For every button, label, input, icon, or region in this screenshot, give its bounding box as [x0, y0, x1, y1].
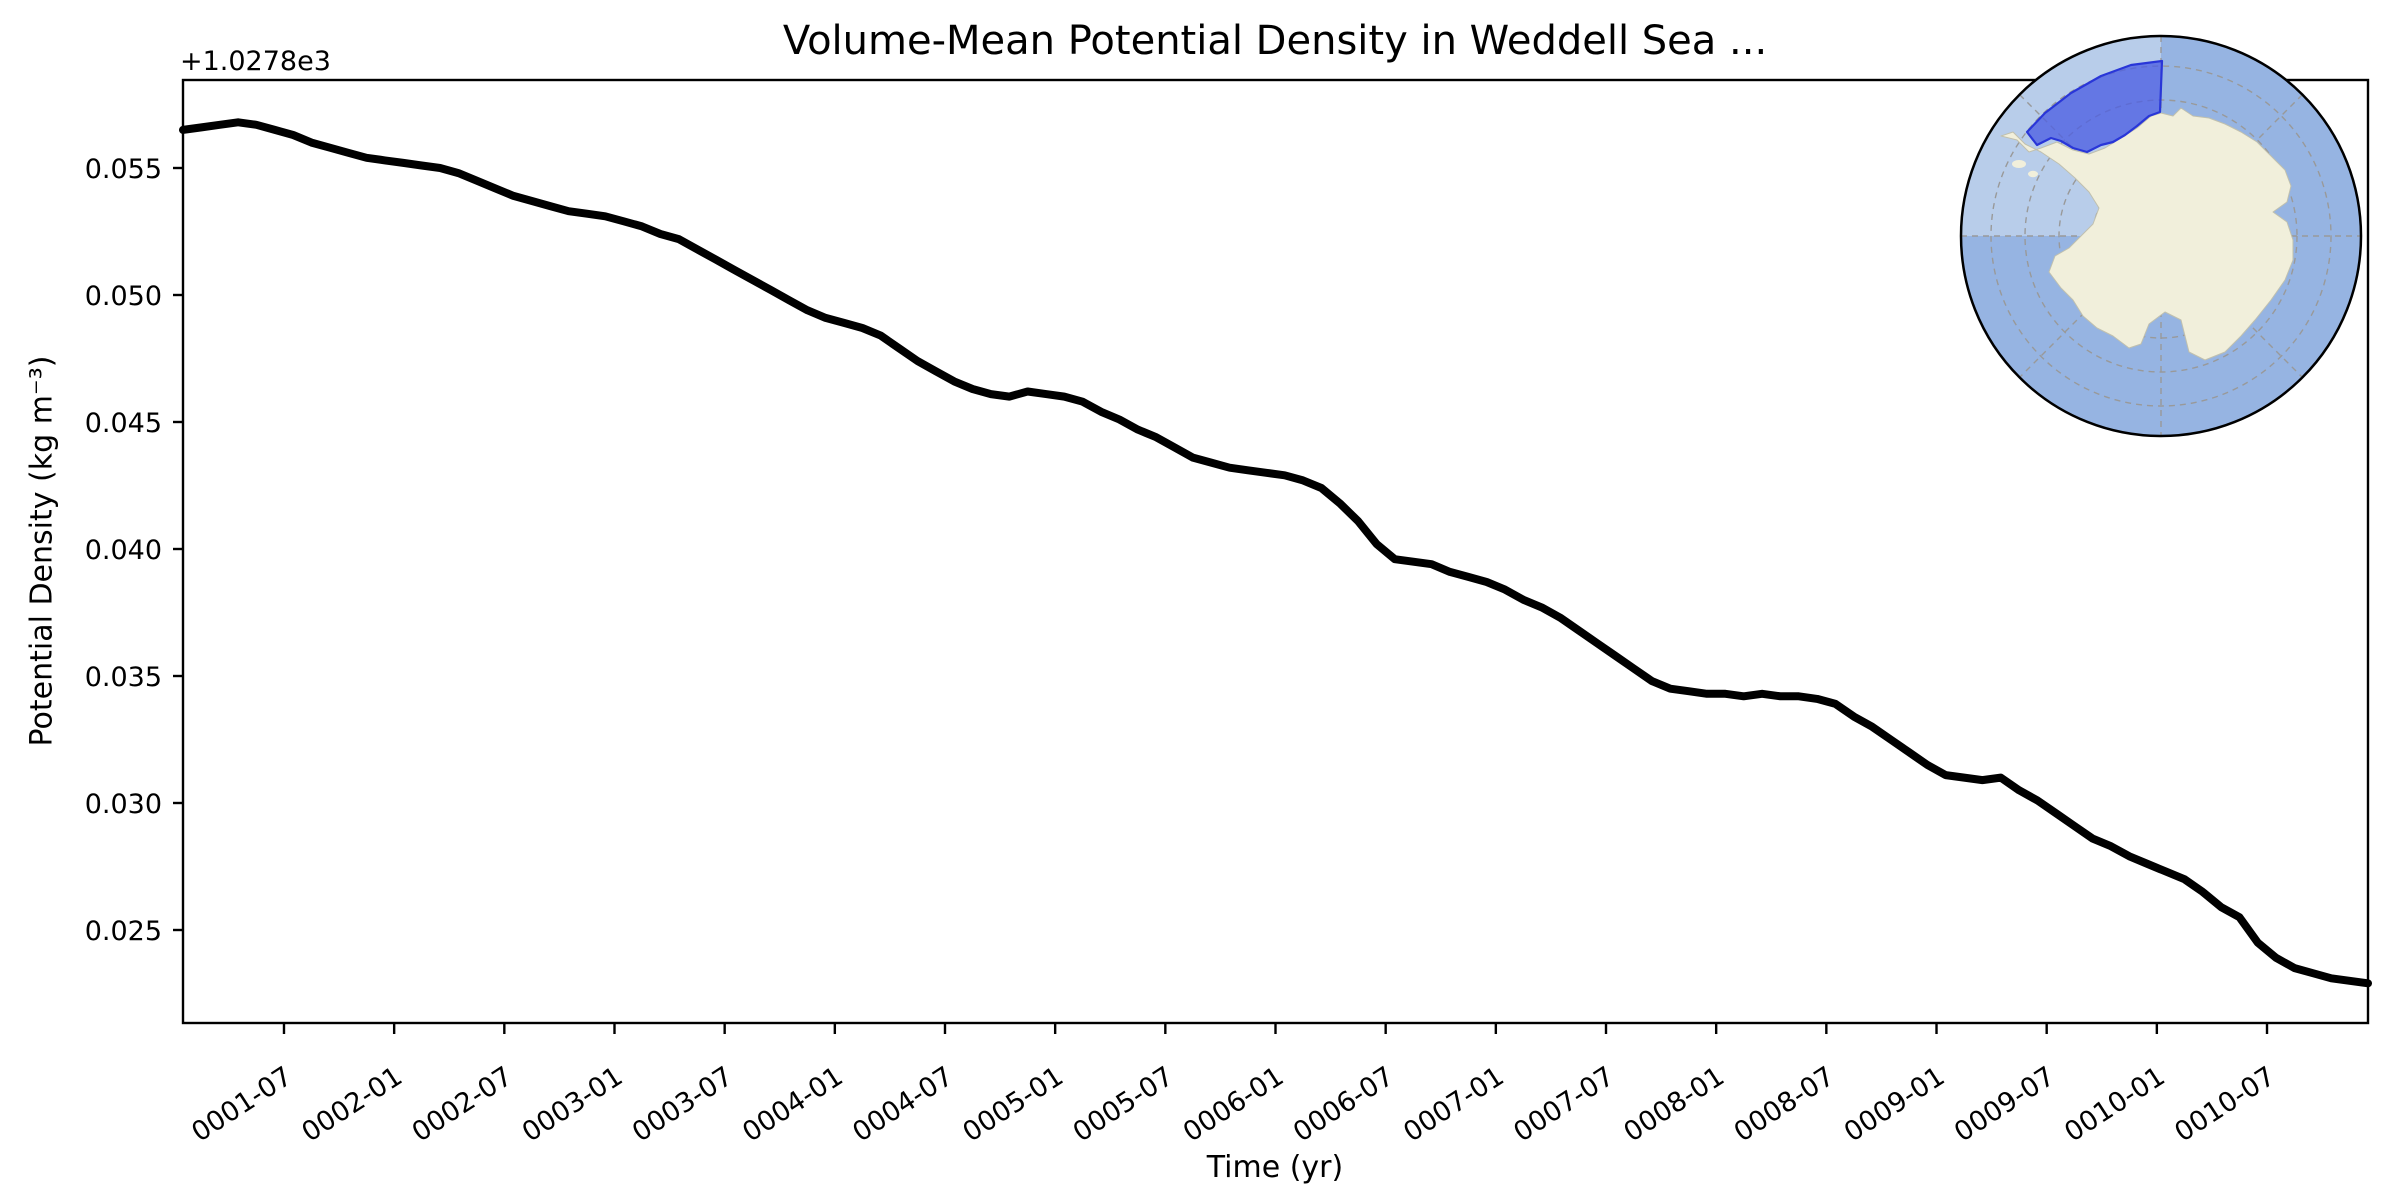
y-tick-label: 0.050 [85, 281, 162, 312]
map-boundary-circle [1961, 36, 2361, 436]
x-tick-label: 0004-07 [847, 1061, 958, 1148]
x-tick-label: 0005-07 [1068, 1061, 1179, 1148]
density-line [179, 118, 2372, 988]
x-tick-label: 0002-07 [407, 1061, 518, 1148]
y-tick-label: 0.055 [85, 154, 162, 185]
island [2012, 159, 2026, 168]
x-tick-label: 0003-01 [517, 1061, 628, 1148]
x-tick-label: 0007-01 [1398, 1061, 1509, 1148]
x-tick-label: 0003-07 [627, 1061, 738, 1148]
x-tick-label: 0001-07 [186, 1061, 297, 1148]
x-tick-label: 0008-07 [1729, 1061, 1840, 1148]
x-axis-title: Time (yr) [1206, 1150, 1344, 1185]
y-tick-label: 0.030 [85, 789, 162, 820]
chart-title: Volume-Mean Potential Density in Weddell… [782, 18, 1768, 64]
antarctica-landmass [2001, 108, 2293, 360]
y-tick-label: 0.040 [85, 535, 162, 566]
y-axis-offset-label: +1.0278e3 [180, 46, 331, 77]
x-tick-label: 0007-07 [1508, 1061, 1619, 1148]
x-tick-label: 0009-01 [1839, 1061, 1950, 1148]
island [2028, 170, 2038, 178]
antarctica-inset-map [1953, 28, 2369, 444]
y-tick-label: 0.045 [85, 408, 162, 439]
weddell-region-highlight [2027, 61, 2162, 152]
x-tick-label: 0005-01 [957, 1061, 1068, 1148]
y-tick-label: 0.035 [85, 662, 162, 693]
x-tick-label: 0002-01 [296, 1061, 407, 1148]
x-tick-label: 0010-07 [2169, 1061, 2280, 1148]
x-tick-label: 0004-01 [737, 1061, 848, 1148]
x-tick-label: 0006-07 [1288, 1061, 1399, 1148]
x-tick-label: 0010-01 [2059, 1061, 2170, 1148]
y-tick-label: 0.025 [85, 916, 162, 947]
x-tick-label: 0009-07 [1949, 1061, 2060, 1148]
x-tick-label: 0008-01 [1618, 1061, 1729, 1148]
x-tick-label: 0006-01 [1178, 1061, 1289, 1148]
